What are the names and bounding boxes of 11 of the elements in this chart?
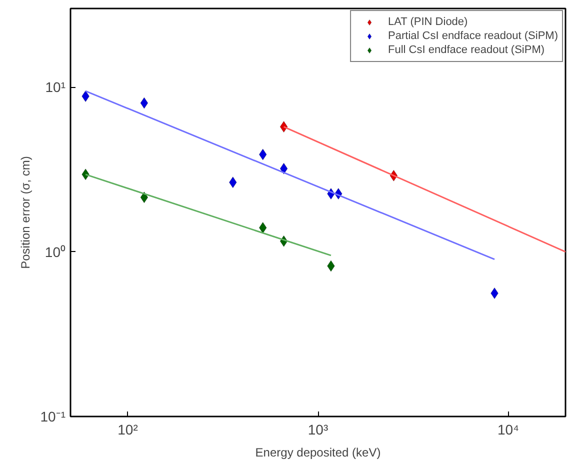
x-tick-label: 10⁴ <box>497 422 520 438</box>
y-tick-label: 10¹ <box>45 79 66 96</box>
y-axis-title: Position error (σ, cm) <box>18 156 32 269</box>
x-axis-title: Energy deposited (keV) <box>255 446 381 460</box>
x-tick-label: 10³ <box>308 422 328 438</box>
y-tick-label: 10⁻¹ <box>40 408 66 424</box>
x-tick-label: 10² <box>118 422 138 438</box>
legend-label: Partial CsI endface readout (SiPM) <box>388 29 558 43</box>
legend-label: LAT (PIN Diode) <box>388 15 468 29</box>
legend-label: Full CsI endface readout (SiPM) <box>388 43 545 57</box>
y-tick-label: 10⁰ <box>44 244 66 260</box>
